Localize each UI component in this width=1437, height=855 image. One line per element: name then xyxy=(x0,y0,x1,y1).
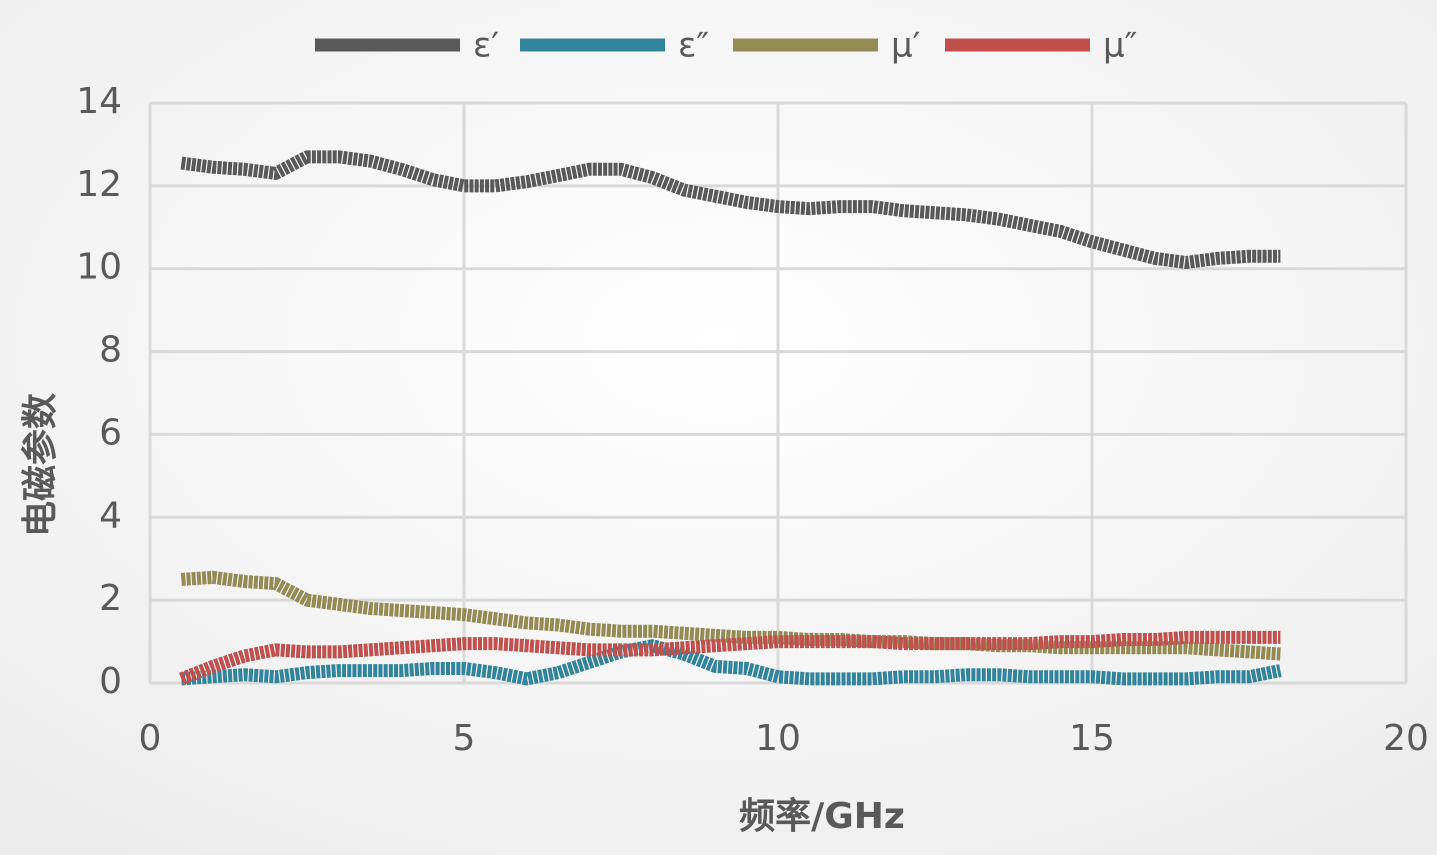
series-line xyxy=(180,150,1281,269)
y-axis-title: 电磁参数 xyxy=(20,393,61,537)
legend-label: ε′ xyxy=(473,26,499,66)
y-tick-label: 6 xyxy=(99,412,122,453)
x-tick-label: 5 xyxy=(453,718,476,759)
series-line xyxy=(180,639,1282,686)
series-line xyxy=(179,630,1281,685)
y-tick-label: 0 xyxy=(99,661,122,702)
series-line xyxy=(180,570,1281,661)
x-tick-label: 15 xyxy=(1069,718,1115,759)
y-tick-label: 10 xyxy=(76,247,122,288)
y-tick-label: 4 xyxy=(99,495,122,536)
x-axis-title: 频率/GHz xyxy=(739,796,905,837)
y-tick-label: 12 xyxy=(76,164,122,205)
y-tick-label: 14 xyxy=(76,81,122,122)
x-tick-label: 10 xyxy=(755,718,801,759)
x-tick-label: 0 xyxy=(139,718,162,759)
y-tick-label: 8 xyxy=(99,330,122,371)
x-tick-label: 20 xyxy=(1383,718,1429,759)
legend-label: μ′ xyxy=(891,26,920,66)
legend-label: ε″ xyxy=(678,26,709,66)
y-tick-label: 2 xyxy=(99,578,122,619)
legend-label: μ″ xyxy=(1103,26,1137,66)
